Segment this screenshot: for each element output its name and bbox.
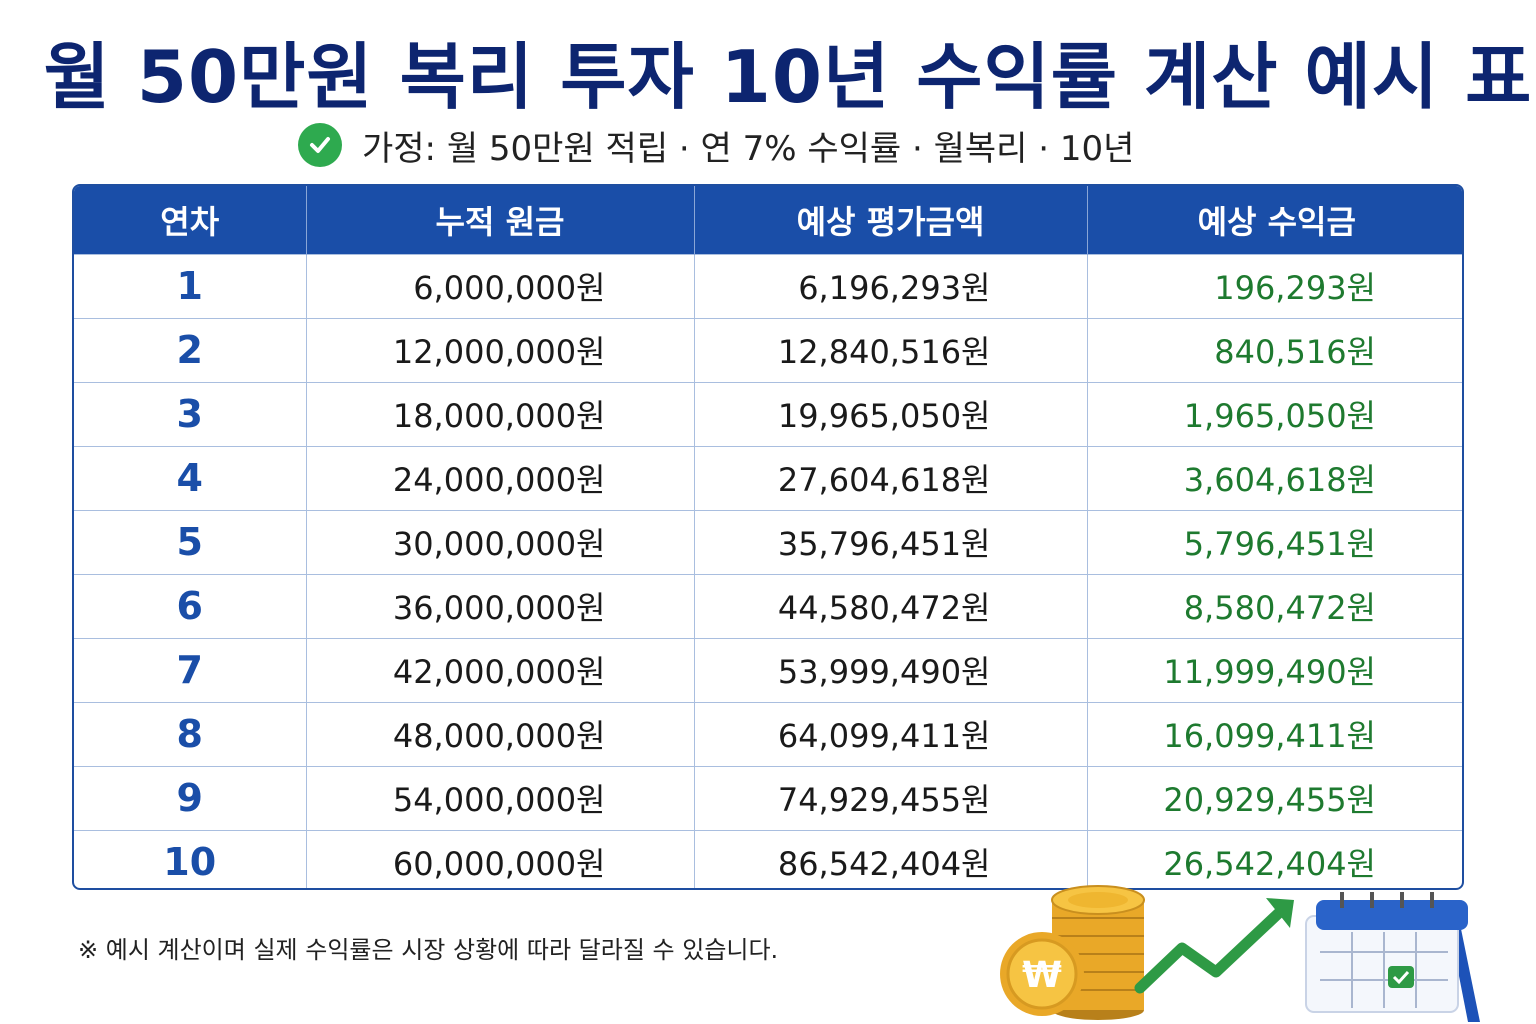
value-cell: 74,929,455원: [694, 765, 1088, 830]
value-cell: 53,999,490원: [694, 637, 1088, 702]
won-symbol: ₩: [1022, 955, 1062, 996]
principal-cell: 12,000,000원: [306, 317, 695, 382]
principal-cell: 24,000,000원: [306, 445, 695, 510]
table-row: 5 30,000,000원 35,796,451원 5,796,451원: [74, 509, 1462, 574]
table-row: 7 42,000,000원 53,999,490원 11,999,490원: [74, 637, 1462, 702]
profit-cell: 3,604,618원: [1087, 445, 1462, 510]
year-cell: 1: [74, 253, 307, 318]
year-cell: 3: [74, 381, 307, 446]
principal-cell: 30,000,000원: [306, 509, 695, 574]
table-row: 9 54,000,000원 74,929,455원 20,929,455원: [74, 765, 1462, 830]
year-cell: 6: [74, 573, 307, 638]
value-cell: 86,542,404원: [694, 829, 1088, 888]
assumption-line: 가정: 월 50만원 적립 · 연 7% 수익률 · 월복리 · 10년: [298, 120, 1134, 170]
table-row: 8 48,000,000원 64,099,411원 16,099,411원: [74, 701, 1462, 766]
profit-cell: 16,099,411원: [1087, 701, 1462, 766]
profit-cell: 26,542,404원: [1087, 829, 1462, 888]
profit-cell: 196,293원: [1087, 253, 1462, 318]
year-cell: 4: [74, 445, 307, 510]
principal-cell: 18,000,000원: [306, 381, 695, 446]
header-profit: 예상 수익금: [1087, 186, 1462, 254]
year-cell: 5: [74, 509, 307, 574]
principal-cell: 36,000,000원: [306, 573, 695, 638]
value-cell: 64,099,411원: [694, 701, 1088, 766]
table-row: 2 12,000,000원 12,840,516원 840,516원: [74, 317, 1462, 382]
profit-cell: 8,580,472원: [1087, 573, 1462, 638]
value-cell: 6,196,293원: [694, 253, 1088, 318]
profit-cell: 840,516원: [1087, 317, 1462, 382]
principal-cell: 6,000,000원: [306, 253, 695, 318]
principal-cell: 54,000,000원: [306, 765, 695, 830]
value-cell: 27,604,618원: [694, 445, 1088, 510]
value-cell: 35,796,451원: [694, 509, 1088, 574]
table-row: 3 18,000,000원 19,965,050원 1,965,050원: [74, 381, 1462, 446]
year-cell: 10: [74, 829, 307, 888]
year-cell: 7: [74, 637, 307, 702]
growth-arrow-icon: [1134, 898, 1294, 994]
page-title: 월 50만원 복리 투자 10년 수익률 계산 예시 표: [43, 35, 1533, 119]
profit-cell: 5,796,451원: [1087, 509, 1462, 574]
profit-cell: 20,929,455원: [1087, 765, 1462, 830]
table-row: 6 36,000,000원 44,580,472원 8,580,472원: [74, 573, 1462, 638]
value-cell: 44,580,472원: [694, 573, 1088, 638]
principal-cell: 48,000,000원: [306, 701, 695, 766]
profit-cell: 1,965,050원: [1087, 381, 1462, 446]
profit-cell: 11,999,490원: [1087, 637, 1462, 702]
header-principal: 누적 원금: [306, 186, 695, 254]
table-body: 1 6,000,000원 6,196,293원 196,293원 2 12,000,000…: [74, 253, 1462, 888]
principal-cell: 42,000,000원: [306, 637, 695, 702]
year-cell: 2: [74, 317, 307, 382]
year-cell: 8: [74, 701, 307, 766]
table-row: 1 6,000,000원 6,196,293원 196,293원: [74, 253, 1462, 318]
won-coin-icon: ₩: [1000, 932, 1084, 1016]
table-row: 4 24,000,000원 27,604,618원 3,604,618원: [74, 445, 1462, 510]
table-header-row: 연차 누적 원금 예상 평가금액 예상 수익금: [74, 186, 1462, 254]
value-cell: 19,965,050원: [694, 381, 1088, 446]
results-table: 연차 누적 원금 예상 평가금액 예상 수익금 1 6,000,000원 6,196…: [72, 184, 1464, 890]
principal-cell: 60,000,000원: [306, 829, 695, 888]
header-value: 예상 평가금액: [694, 186, 1088, 254]
header-year: 연차: [74, 186, 307, 254]
disclaimer-note: ※ 예시 계산이며 실제 수익률은 시장 상황에 따라 달라질 수 있습니다.: [78, 936, 779, 964]
assumption-text: 가정: 월 50만원 적립 · 연 7% 수익률 · 월복리 · 10년: [362, 128, 1135, 169]
value-cell: 12,840,516원: [694, 317, 1088, 382]
table-row: 10 60,000,000원 86,542,404원 26,542,404원: [74, 829, 1462, 888]
year-cell: 9: [74, 765, 307, 830]
illustration: ₩: [1000, 885, 1480, 1022]
check-circle-icon: [298, 123, 342, 167]
calendar-icon: [1305, 892, 1480, 1022]
